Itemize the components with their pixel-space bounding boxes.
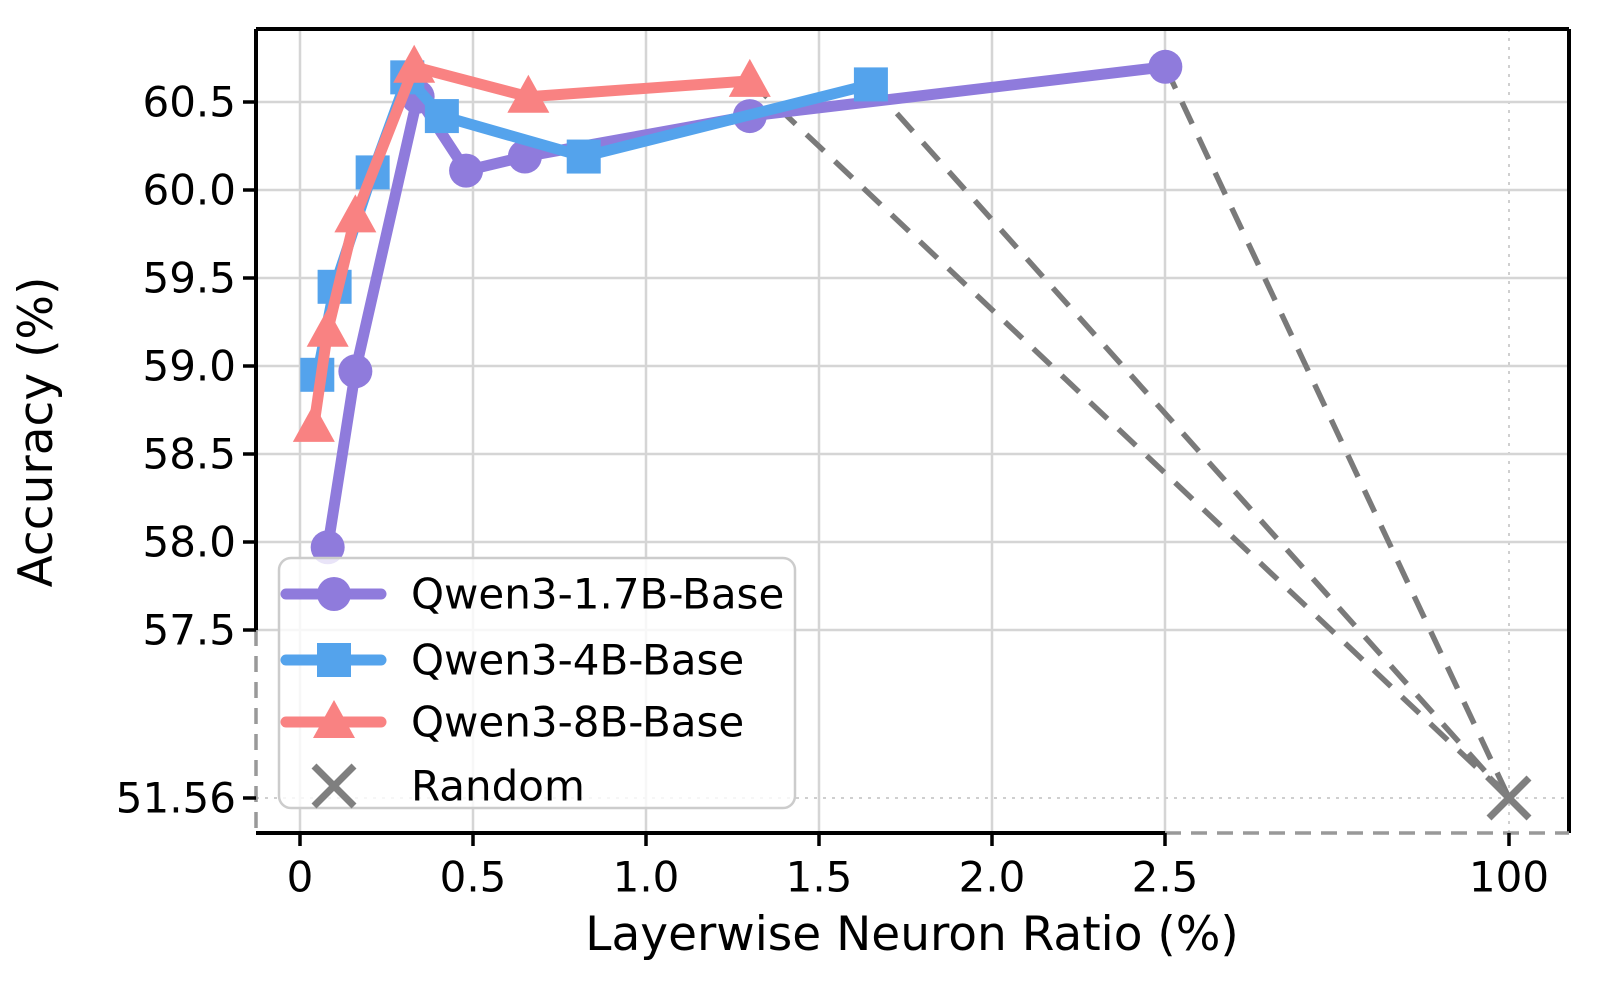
connector-qwen3-4b-base-to-random (868, 82, 1512, 800)
data-point-qwen3-1-7b-base-4 (507, 139, 542, 174)
y-tick-label-59.0: 59.0 (142, 342, 236, 391)
random-point-marker (1486, 775, 1532, 821)
series-layer (292, 44, 1183, 565)
data-point-qwen3-4b-base-5 (566, 139, 601, 174)
legend-marker-random (311, 763, 357, 809)
series-qwen3-8b-base (292, 44, 771, 442)
y-tick-label-58.5: 58.5 (142, 430, 236, 479)
data-point-qwen3-1-7b-base-0 (310, 530, 345, 565)
data-point-qwen3-4b-base-4 (424, 99, 459, 134)
data-point-qwen3-8b-base-4 (507, 74, 550, 113)
legend-label-qwen3-4b-base: Qwen3-4B-Base (411, 636, 744, 685)
y-tick-label-58.0: 58.0 (142, 518, 236, 567)
legend-marker-qwen3-4b-base (317, 643, 351, 677)
legend-entry-qwen3-8b-base: Qwen3-8B-Base (280, 698, 744, 747)
legend-label-random: Random (411, 762, 585, 811)
legend-marker-qwen3-1-7b-base (317, 577, 351, 611)
tick-layer: 0 0.5 1.0 1.5 2.0 2.5 100 60.5 60.0 59.5 59.0 58.5 5… (116, 78, 1549, 902)
data-point-qwen3-8b-base-1 (306, 308, 349, 347)
data-point-qwen3-1-7b-base-1 (338, 354, 373, 389)
legend-entry-qwen3-1-7b-base: Qwen3-1.7B-Base (280, 570, 784, 619)
x-tick-label-100: 100 (1469, 853, 1549, 902)
x-axis-label: Layerwise Neuron Ratio (%) (585, 907, 1238, 962)
x-tick-label-1.0: 1.0 (613, 853, 680, 902)
connector-layer (747, 65, 1512, 800)
legend-marker-qwen3-8b-base (313, 700, 355, 738)
connector-qwen3-1-7b-base-to-random (1162, 65, 1512, 800)
y-tick-label-57.5: 57.5 (142, 606, 236, 655)
legend-layer: Qwen3-1.7B-Base Qwen3-4B-Base Qwen3-8B-Bas… (277, 556, 797, 811)
series-line-qwen3-1-7b-base (322, 61, 1171, 553)
legend-box (277, 556, 797, 810)
y-axis-label: Accuracy (%) (9, 277, 64, 588)
x-tick-label-0.5: 0.5 (440, 853, 507, 902)
x-tick-label-1.5: 1.5 (786, 853, 853, 902)
x-tick-label-2.0: 2.0 (959, 853, 1026, 902)
y-tick-label-60.5: 60.5 (142, 78, 236, 127)
data-point-qwen3-1-7b-base-6 (1148, 49, 1183, 84)
connector-qwen3-8b-base-to-random (747, 78, 1511, 800)
legend-entry-qwen3-4b-base: Qwen3-4B-Base (280, 636, 744, 685)
legend-label-qwen3-8b-base: Qwen3-8B-Base (411, 698, 744, 747)
data-point-qwen3-8b-base-0 (292, 403, 335, 442)
series-line-qwen3-4b-base (311, 71, 877, 381)
legend-label-qwen3-1-7b-base: Qwen3-1.7B-Base (411, 570, 784, 619)
data-point-qwen3-8b-base-2 (334, 194, 377, 233)
data-point-qwen3-8b-base-3 (393, 44, 436, 83)
legend-entry-random: Random (311, 762, 585, 811)
data-point-qwen3-1-7b-base-3 (449, 153, 484, 188)
data-point-qwen3-4b-base-6 (853, 67, 888, 102)
y-tick-label-60.0: 60.0 (142, 166, 236, 215)
y-tick-label-59.5: 59.5 (142, 254, 236, 303)
y-tick-label-51.56: 51.56 (116, 774, 236, 823)
data-point-qwen3-8b-base-5 (728, 58, 771, 97)
baseline-layer (1486, 775, 1532, 821)
x-tick-label-2.5: 2.5 (1132, 853, 1199, 902)
x-tick-label-0: 0 (287, 853, 314, 902)
spine-layer (254, 27, 1571, 835)
